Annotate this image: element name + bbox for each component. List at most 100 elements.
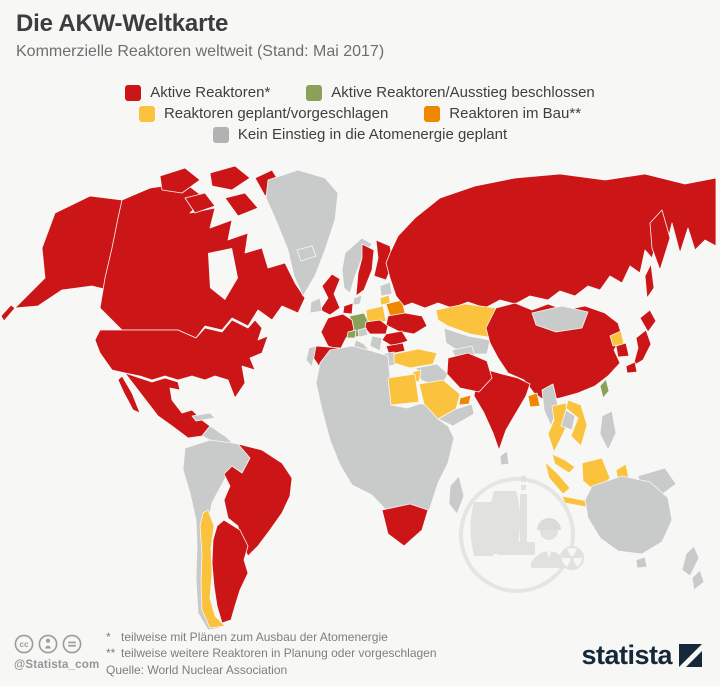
country-australia	[584, 475, 673, 555]
legend-row-1: Aktive Reaktoren* Aktive Reaktoren/Ausst…	[0, 84, 720, 101]
country-chile	[199, 509, 226, 629]
statista-logo: statista	[581, 640, 702, 671]
world-map-svg	[0, 165, 717, 631]
statista-handle: @Statista_com	[14, 659, 100, 671]
country-uae	[458, 394, 472, 406]
country-ukraine	[385, 312, 428, 335]
legend-swatch-construction	[424, 105, 441, 122]
country-ireland	[309, 297, 323, 314]
country-canada-island-4	[224, 192, 259, 217]
legend-label-phaseout: Aktive Reaktoren/Ausstieg beschlossen	[331, 84, 595, 101]
country-south-korea	[615, 342, 630, 358]
country-belgium-netherlands	[342, 302, 354, 315]
country-sweden	[355, 243, 375, 297]
country-canada-island-1	[159, 167, 201, 194]
footnote-2: ** teilweise weitere Reaktoren in Planung…	[106, 645, 437, 661]
country-mongolia	[531, 305, 589, 333]
cc-icon: cc	[14, 634, 34, 654]
country-indonesia-sumatra	[544, 461, 571, 495]
country-canada-island-3	[184, 192, 216, 214]
footnote-1: * teilweise mit Plänen zum Ausbau der Ato…	[106, 629, 437, 645]
legend-swatch-none	[212, 126, 229, 143]
country-iran	[446, 352, 493, 393]
country-egypt	[387, 373, 420, 406]
region-central-asia	[443, 327, 491, 355]
country-argentina	[211, 519, 249, 624]
footnote-1-text: teilweise mit Plänen zum Ausbau der Atom…	[121, 630, 388, 644]
region-balkans	[369, 335, 383, 352]
country-madagascar	[448, 475, 465, 515]
region-yemen-oman	[437, 403, 475, 427]
country-iceland	[296, 245, 317, 262]
country-greenland	[265, 169, 339, 297]
country-new-zealand-north	[681, 545, 700, 577]
country-japan-kyushu	[625, 361, 638, 374]
country-bangladesh	[527, 392, 541, 408]
country-portugal	[305, 345, 317, 368]
region-czechia-slovakia-hungary	[364, 319, 389, 335]
header: Die AKW-Weltkarte Kommerzielle Reaktoren…	[16, 10, 384, 61]
region-baltics	[379, 281, 393, 297]
cc-icons: cc	[14, 634, 100, 654]
hudson-bay	[208, 248, 238, 300]
footnote-1-marker: *	[106, 630, 111, 644]
country-russia-sakhalin	[644, 263, 655, 299]
country-mexico-baja	[117, 375, 141, 414]
country-malaysia	[551, 453, 576, 474]
country-vietnam	[565, 399, 588, 447]
country-taiwan	[599, 378, 610, 399]
legend-item-planned: Reaktoren geplant/vorgeschlagen	[138, 105, 389, 122]
region-laos-cambodia	[560, 409, 576, 431]
country-new-zealand-south	[691, 569, 705, 591]
page-title: Die AKW-Weltkarte	[16, 10, 229, 37]
country-usa	[94, 319, 269, 399]
legend-label-none: Kein Einstieg in die Atomenergie geplant	[237, 126, 508, 143]
country-russia-kamchatka	[649, 209, 671, 271]
legend-row-3: Kein Einstieg in die Atomenergie geplant	[0, 126, 720, 143]
legend-swatch-phaseout	[306, 84, 323, 101]
page-subtitle: Kommerzielle Reaktoren weltweit (Stand: …	[16, 43, 385, 60]
country-canada-island-2	[209, 165, 251, 191]
legend-item-active: Aktive Reaktoren*	[125, 84, 270, 101]
country-turkey	[393, 348, 438, 369]
legend-item-phaseout: Aktive Reaktoren/Ausstieg beschlossen	[306, 84, 595, 101]
statista-logo-mark-icon	[679, 644, 702, 667]
footnotes: * teilweise mit Plänen zum Ausbau der Ato…	[106, 629, 437, 661]
country-tasmania	[635, 556, 648, 569]
country-switzerland	[346, 329, 357, 339]
country-japan-hokkaido	[639, 309, 657, 333]
nuclear-plant-watermark-icon	[459, 476, 584, 593]
legend-row-2: Reaktoren geplant/vorgeschlagen Reaktore…	[0, 105, 720, 122]
legend: Aktive Reaktoren* Aktive Reaktoren/Ausst…	[0, 84, 720, 147]
legend-label-planned: Reaktoren geplant/vorgeschlagen	[163, 105, 389, 122]
country-mexico	[124, 372, 211, 439]
country-philippines	[599, 410, 617, 451]
legend-item-none: Kein Einstieg in die Atomenergie geplant	[212, 126, 508, 143]
statista-logo-text: statista	[581, 640, 672, 670]
svg-text:cc: cc	[20, 640, 29, 649]
world-map	[0, 158, 720, 631]
cc-license-block: cc @Statista_com	[14, 634, 100, 671]
footnote-2-marker: **	[106, 646, 116, 660]
country-bulgaria	[385, 342, 406, 355]
country-india	[473, 369, 531, 451]
legend-item-construction: Reaktoren im Bau**	[424, 105, 581, 122]
legend-label-construction: Reaktoren im Bau**	[449, 105, 582, 122]
country-russia	[385, 173, 717, 309]
country-aleutians	[0, 304, 16, 322]
country-cuba	[191, 412, 216, 422]
country-france	[320, 313, 355, 351]
country-sri-lanka	[499, 450, 510, 466]
legend-swatch-planned	[138, 105, 155, 122]
country-japan-honshu	[632, 329, 652, 367]
legend-swatch-active	[125, 84, 142, 101]
country-austria	[357, 327, 369, 338]
country-uk	[319, 273, 341, 316]
footnote-2-text: teilweise weitere Reaktoren in Planung o…	[121, 646, 437, 660]
country-denmark	[352, 294, 363, 306]
legend-label-active: Aktive Reaktoren*	[150, 84, 271, 101]
country-south-africa	[381, 503, 429, 547]
cc-attribution-icon	[38, 634, 58, 654]
cc-nd-icon	[62, 634, 82, 654]
